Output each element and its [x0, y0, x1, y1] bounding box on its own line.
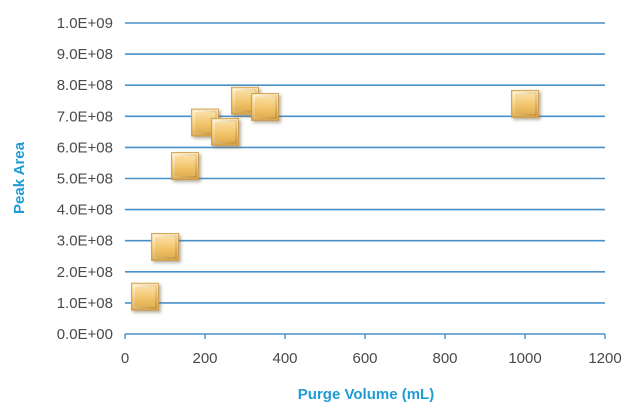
data-point-bevel [213, 120, 237, 144]
x-tick-label: 1000 [508, 350, 541, 367]
x-axis-tick-labels: 0 200 400 600 800 1000 1200 [121, 350, 622, 367]
y-tick-label: 9.0E+08 [57, 46, 113, 63]
x-tick-label: 600 [352, 350, 377, 367]
data-point-marker [171, 152, 199, 180]
data-point-bevel [253, 95, 277, 119]
data-point-bevel [153, 235, 177, 259]
y-axis-tick-labels: 0.0E+00 1.0E+08 2.0E+08 3.0E+08 4.0E+08 5.0E+… [57, 15, 113, 343]
y-tick-label: 5.0E+08 [57, 171, 113, 188]
data-point [211, 117, 239, 146]
y-tick-label: 6.0E+08 [57, 139, 113, 156]
x-tick-label: 1200 [588, 350, 621, 367]
data-point [151, 233, 179, 261]
axes [124, 333, 606, 339]
y-axis-title: Peak Area [11, 141, 28, 214]
y-tick-label: 3.0E+08 [57, 233, 113, 250]
data-point [171, 152, 199, 180]
data-point-marker [251, 93, 279, 121]
y-tick-label: 8.0E+08 [57, 77, 113, 94]
x-axis-title: Purge Volume (mL) [298, 386, 434, 403]
data-point [131, 282, 159, 311]
x-tick-label: 0 [121, 350, 129, 367]
data-point [511, 89, 539, 118]
data-point-marker [211, 117, 239, 146]
data-point-marker [511, 89, 539, 118]
x-tick-label: 800 [432, 350, 457, 367]
data-point-marker [151, 233, 179, 261]
data-point-bevel [133, 285, 157, 309]
data-point-bevel [513, 92, 537, 116]
data-points [131, 86, 539, 311]
y-tick-label: 1.0E+08 [57, 295, 113, 312]
data-point-bevel [173, 154, 197, 178]
x-tick-label: 200 [192, 350, 217, 367]
y-tick-label: 2.0E+08 [57, 264, 113, 281]
data-point-marker [131, 282, 159, 311]
y-tick-label: 7.0E+08 [57, 108, 113, 125]
y-tick-label: 4.0E+08 [57, 202, 113, 219]
y-tick-label: 1.0E+09 [57, 15, 113, 32]
y-tick-label: 0.0E+00 [57, 326, 113, 343]
x-tick-label: 400 [272, 350, 297, 367]
data-point [251, 93, 279, 121]
